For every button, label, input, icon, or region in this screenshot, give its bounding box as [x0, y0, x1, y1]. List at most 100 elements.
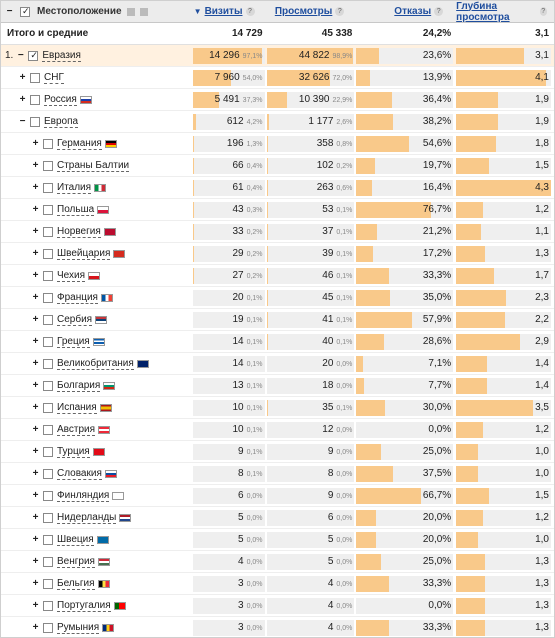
location-name[interactable]: Нидерланды: [57, 511, 117, 524]
location-name[interactable]: Россия: [44, 93, 77, 106]
row-checkbox[interactable]: [43, 402, 53, 413]
expand-icon[interactable]: +: [32, 446, 39, 457]
expand-icon[interactable]: +: [32, 358, 39, 369]
views-header-label[interactable]: Просмотры: [274, 6, 333, 17]
row-checkbox[interactable]: [43, 160, 53, 171]
row-checkbox[interactable]: [30, 116, 40, 127]
views-header[interactable]: Просмотры ?: [267, 6, 355, 17]
location-name[interactable]: Турция: [57, 445, 90, 458]
expand-icon[interactable]: +: [32, 292, 39, 303]
visits-header-label[interactable]: Визиты: [204, 6, 243, 17]
table-row[interactable]: + Болгария 13 0,1% 18 0,0% 7,7% 1,4: [1, 375, 554, 397]
row-checkbox[interactable]: [43, 600, 53, 611]
help-icon[interactable]: ?: [539, 7, 547, 16]
collapse-icon[interactable]: −: [17, 50, 24, 61]
table-row[interactable]: + Турция 9 0,1% 9 0,0% 25,0% 1,0: [1, 441, 554, 463]
table-row[interactable]: + Греция 14 0,1% 40 0,1% 28,6% 2,9: [1, 331, 554, 353]
location-name[interactable]: Швеция: [57, 533, 94, 546]
location-name[interactable]: Испания: [57, 401, 97, 414]
row-checkbox[interactable]: [43, 358, 53, 369]
table-row[interactable]: + Швеция 5 0,0% 5 0,0% 20,0% 1,0: [1, 529, 554, 551]
location-name[interactable]: Румыния: [57, 621, 100, 634]
row-checkbox[interactable]: [43, 292, 53, 303]
row-checkbox[interactable]: [43, 468, 53, 479]
expand-icon[interactable]: +: [32, 226, 39, 237]
expand-icon[interactable]: +: [32, 622, 39, 633]
expand-icon[interactable]: +: [32, 578, 39, 589]
depth-header[interactable]: Глубина просмотра ?: [456, 1, 551, 23]
table-row[interactable]: + Россия 5 491 37,3% 10 390 22,9% 36,4% 1,9: [1, 89, 554, 111]
row-checkbox[interactable]: [43, 556, 53, 567]
view-toggle-icon[interactable]: [126, 7, 135, 16]
table-row[interactable]: + Испания 10 0,1% 35 0,1% 30,0% 3,5: [1, 397, 554, 419]
location-name[interactable]: Германия: [57, 137, 102, 150]
location-name[interactable]: Венгрия: [57, 555, 95, 568]
expand-icon[interactable]: +: [32, 512, 39, 523]
row-checkbox[interactable]: [43, 314, 53, 325]
bounces-header-label[interactable]: Отказы: [394, 6, 432, 17]
location-name[interactable]: Болгария: [57, 379, 101, 392]
row-checkbox[interactable]: [43, 424, 53, 435]
location-name[interactable]: Австрия: [57, 423, 96, 436]
table-row[interactable]: + Страны Балтии 66 0,4% 102 0,2% 19,7% 1,5: [1, 155, 554, 177]
location-name[interactable]: Бельгия: [57, 577, 95, 590]
row-checkbox[interactable]: [43, 182, 53, 193]
row-checkbox[interactable]: [43, 138, 53, 149]
location-name[interactable]: СНГ: [44, 71, 64, 84]
table-row[interactable]: + Великобритания 14 0,1% 20 0,0% 7,1% 1,4: [1, 353, 554, 375]
row-checkbox[interactable]: [30, 94, 40, 105]
location-name[interactable]: Греция: [57, 335, 90, 348]
location-name[interactable]: Чехия: [57, 269, 86, 282]
table-row[interactable]: + Чехия 27 0,2% 46 0,1% 33,3% 1,7: [1, 265, 554, 287]
location-name[interactable]: Франция: [57, 291, 98, 304]
table-row[interactable]: + Венгрия 4 0,0% 5 0,0% 25,0% 1,3: [1, 551, 554, 573]
table-row[interactable]: + Финляндия 6 0,0% 9 0,0% 66,7% 1,5: [1, 485, 554, 507]
location-name[interactable]: Словакия: [57, 467, 102, 480]
bounces-header[interactable]: Отказы ?: [356, 6, 453, 17]
depth-header-label[interactable]: Глубина просмотра: [456, 0, 510, 23]
visits-header[interactable]: ▼ Визиты ?: [193, 6, 265, 17]
row-checkbox[interactable]: [43, 204, 53, 215]
table-row[interactable]: + Сербия 19 0,1% 41 0,1% 57,9% 2,2: [1, 309, 554, 331]
row-checkbox[interactable]: [43, 534, 53, 545]
row-checkbox[interactable]: [43, 578, 53, 589]
expand-icon[interactable]: +: [32, 160, 39, 171]
table-row[interactable]: + Италия 61 0,4% 263 0,6% 16,4% 4,3: [1, 177, 554, 199]
expand-icon[interactable]: +: [19, 94, 26, 105]
select-all-checkbox[interactable]: [20, 6, 30, 17]
row-checkbox[interactable]: [43, 248, 53, 259]
row-checkbox[interactable]: [43, 622, 53, 633]
expand-icon[interactable]: +: [32, 270, 39, 281]
expand-icon[interactable]: +: [32, 314, 39, 325]
expand-icon[interactable]: +: [32, 138, 39, 149]
help-icon[interactable]: ?: [434, 7, 444, 16]
table-row[interactable]: + Норвегия 33 0,2% 37 0,1% 21,2% 1,1: [1, 221, 554, 243]
table-row[interactable]: + Польша 43 0,3% 53 0,1% 76,7% 1,2: [1, 199, 554, 221]
location-name[interactable]: Италия: [57, 181, 92, 194]
expand-icon[interactable]: +: [32, 402, 39, 413]
row-checkbox[interactable]: [43, 226, 53, 237]
location-name[interactable]: Великобритания: [57, 357, 134, 370]
row-checkbox[interactable]: [28, 50, 39, 61]
table-row[interactable]: + Франция 20 0,1% 45 0,1% 35,0% 2,3: [1, 287, 554, 309]
grid-icon[interactable]: [139, 7, 148, 16]
location-name[interactable]: Евразия: [42, 49, 81, 62]
table-row[interactable]: − Европа 612 4,2% 1 177 2,6% 38,2% 1,9: [1, 111, 554, 133]
location-name[interactable]: Норвегия: [57, 225, 101, 238]
table-row[interactable]: + СНГ 7 960 54,0% 32 626 72,0% 13,9% 4,1: [1, 67, 554, 89]
expand-icon[interactable]: +: [32, 600, 39, 611]
location-name[interactable]: Португалия: [57, 599, 111, 612]
location-name[interactable]: Швейцария: [57, 247, 111, 260]
row-checkbox[interactable]: [43, 336, 53, 347]
location-name[interactable]: Страны Балтии: [57, 159, 130, 172]
expand-icon[interactable]: +: [32, 204, 39, 215]
expand-icon[interactable]: +: [32, 556, 39, 567]
help-icon[interactable]: ?: [245, 7, 255, 16]
table-row[interactable]: + Португалия 3 0,0% 4 0,0% 0,0% 1,3: [1, 595, 554, 617]
expand-icon[interactable]: +: [32, 468, 39, 479]
row-checkbox[interactable]: [43, 490, 53, 501]
expand-icon[interactable]: +: [19, 72, 26, 83]
row-checkbox[interactable]: [30, 72, 40, 83]
table-row[interactable]: + Швейцария 29 0,2% 39 0,1% 17,2% 1,3: [1, 243, 554, 265]
